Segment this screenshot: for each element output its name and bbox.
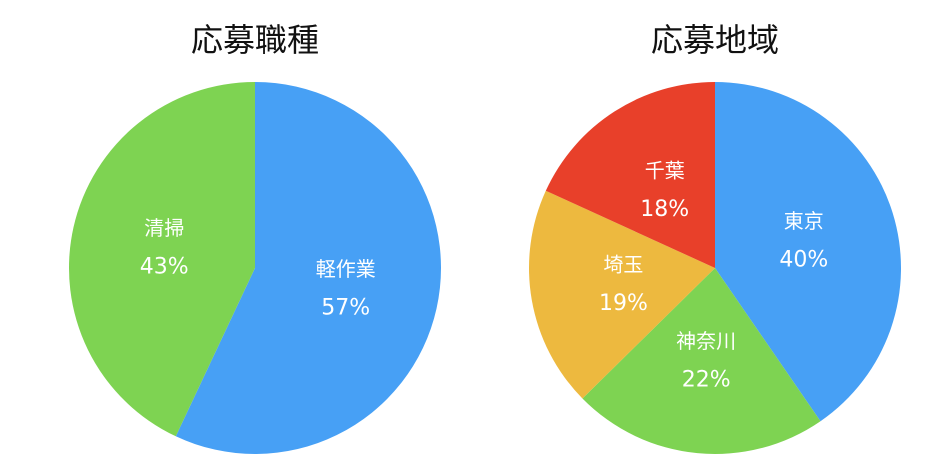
slice-value: 57% — [321, 295, 370, 320]
slice-name: 埼玉 — [603, 253, 643, 277]
pie-slice — [69, 82, 256, 437]
slice-value: 43% — [140, 255, 189, 280]
slice-value: 40% — [779, 247, 828, 272]
pie-slice — [545, 82, 715, 268]
chart-title: 応募地域 — [651, 21, 779, 59]
slice-value: 19% — [599, 291, 648, 316]
slice-name: 神奈川 — [676, 329, 736, 353]
slice-name: 千葉 — [645, 158, 685, 182]
slice-name: 清掃 — [144, 216, 184, 240]
pie-slice — [715, 82, 901, 422]
slice-name: 軽作業 — [316, 257, 376, 281]
pie-slice — [175, 82, 442, 455]
pie-slice — [582, 268, 821, 455]
pie-slice — [529, 190, 715, 399]
chart-title: 応募職種 — [191, 21, 319, 59]
slice-value: 18% — [640, 197, 689, 222]
slice-name: 東京 — [784, 209, 824, 233]
slice-value: 22% — [682, 368, 731, 393]
